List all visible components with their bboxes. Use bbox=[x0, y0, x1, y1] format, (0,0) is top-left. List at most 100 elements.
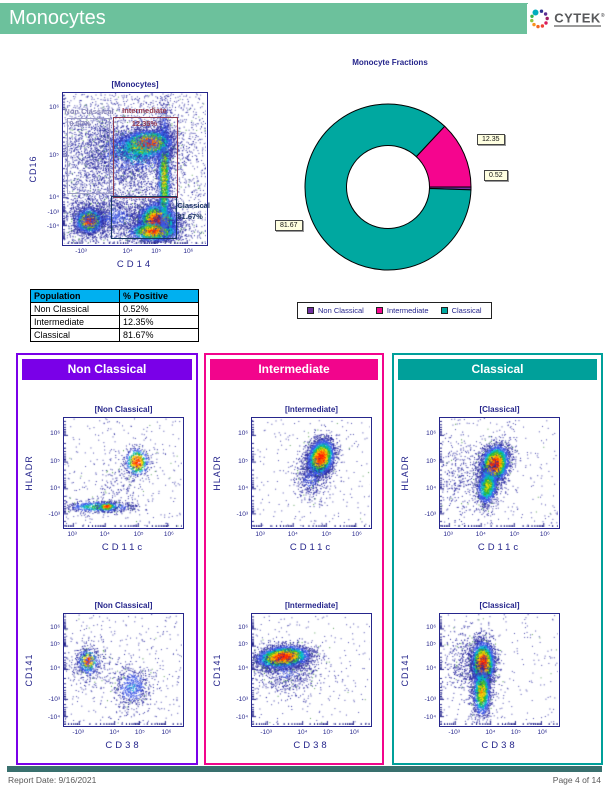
gate-name-label: Non Classical bbox=[64, 107, 114, 117]
x-axis-tick-label: -10³ bbox=[448, 729, 460, 736]
x-axis-tick-label: 10⁵ bbox=[133, 531, 144, 538]
y-axis-tick-label: -10³ bbox=[424, 511, 436, 518]
y-axis-tick-label: 10⁴ bbox=[237, 485, 248, 493]
y-axis-tick-label: 10⁵ bbox=[238, 457, 248, 465]
x-axis-tick-label: 10⁴ bbox=[485, 729, 496, 736]
cytek-logo-icon bbox=[530, 9, 550, 29]
x-axis-tick-label: 10⁵ bbox=[321, 531, 332, 538]
scatter-canvas-cl-cd38 bbox=[440, 614, 558, 725]
x-axis-tick-label: 10⁴ bbox=[99, 531, 110, 538]
plot-frame-nc-cd11c bbox=[63, 417, 184, 529]
x-axis-tick-label: 10⁴ bbox=[287, 531, 298, 538]
y-axis-tick-label: -10³ bbox=[424, 696, 436, 704]
col-header-population: Population bbox=[30, 289, 120, 303]
x-axis-label-nc-cd38: CD38 bbox=[105, 740, 142, 751]
y-axis-label-nc-cd11c: HLADR bbox=[24, 455, 34, 491]
x-axis-tick-label: 10⁶ bbox=[539, 531, 550, 538]
x-axis-tick-label: 10⁶ bbox=[183, 248, 194, 255]
x-axis-tick-label: 10⁵ bbox=[509, 531, 520, 538]
y-axis-label-nc-cd38: CD141 bbox=[24, 653, 34, 687]
pie-legend: Non Classical Intermediate Classical bbox=[297, 302, 492, 319]
y-axis-tick-label: 10⁶ bbox=[238, 430, 248, 438]
registered-mark: ® bbox=[600, 12, 605, 19]
scatter-canvas-int-cd38 bbox=[252, 614, 370, 725]
x-axis-tick-label: 10⁶ bbox=[163, 531, 174, 538]
x-axis-label-nc-cd11c: CD11c bbox=[101, 542, 146, 553]
legend-label: Classical bbox=[451, 306, 482, 315]
x-axis-tick-label: 10⁵ bbox=[151, 248, 162, 255]
pie-slice-classical bbox=[304, 103, 472, 271]
plot-title-nc-cd38: [Non Classical] bbox=[94, 601, 153, 610]
panel-header-non-classical: Non Classical bbox=[22, 359, 192, 380]
scatter-canvas-nc-cd38 bbox=[64, 614, 182, 725]
plot-title-monocytes: [Monocytes] bbox=[111, 80, 159, 89]
plot-title-cl-cd38: [Classical] bbox=[479, 601, 520, 610]
y-axis-tick-label: -10⁴ bbox=[235, 713, 248, 721]
panel-header-intermediate: Intermediate bbox=[210, 359, 378, 380]
y-axis-tick-label: 10⁵ bbox=[238, 641, 248, 649]
page-number: Page 4 of 14 bbox=[552, 775, 601, 785]
plot-frame-int-cd38 bbox=[251, 613, 372, 727]
cell-value: 12.35% bbox=[119, 315, 199, 329]
table-row-non-classical: Non Classical 0.52% bbox=[30, 302, 199, 316]
x-axis-tick-label: 10⁶ bbox=[351, 531, 362, 538]
y-axis-tick-label: -10³ bbox=[236, 511, 248, 518]
x-axis-label-cl-cd38: CD38 bbox=[481, 740, 518, 751]
y-axis-tick-label: 10⁴ bbox=[425, 665, 436, 673]
cell-value: 81.67% bbox=[119, 328, 199, 342]
y-axis-label-monocytes: CD16 bbox=[28, 155, 38, 183]
legend-swatch-intermediate bbox=[375, 307, 383, 314]
y-axis-tick-label: 10⁶ bbox=[238, 623, 248, 631]
pie-chart-title: Monocyte Fractions bbox=[352, 58, 428, 67]
y-axis-tick-label: -10³ bbox=[236, 696, 248, 704]
y-axis-tick-label: 10⁴ bbox=[425, 485, 436, 493]
y-axis-tick-label: 10⁴ bbox=[49, 485, 60, 493]
legend-item-classical: Classical bbox=[440, 306, 482, 315]
scatter-canvas-nc-cd11c bbox=[64, 418, 182, 527]
x-axis-label-monocytes: CD14 bbox=[116, 259, 154, 270]
x-axis-tick-label: 10⁴ bbox=[297, 729, 308, 736]
plot-frame-cl-cd38 bbox=[439, 613, 560, 727]
x-axis-tick-label: -10³ bbox=[260, 729, 272, 736]
y-axis-label-int-cd38: CD141 bbox=[212, 653, 222, 687]
pie-value-label-non-classical: 0.52 bbox=[484, 170, 508, 181]
y-axis-tick-label: 10⁴ bbox=[48, 194, 59, 202]
y-axis-tick-label: 10⁴ bbox=[237, 665, 248, 673]
cell-population: Intermediate bbox=[30, 315, 120, 329]
plot-title-cl-cd11c: [Classical] bbox=[479, 405, 520, 414]
y-axis-tick-label: -10⁴ bbox=[423, 713, 436, 721]
pie-value-label-intermediate: 12.35 bbox=[477, 134, 505, 145]
footer-rule bbox=[7, 766, 602, 772]
y-axis-tick-label: -10³ bbox=[47, 208, 59, 216]
cytek-logo: CYTEK® bbox=[527, 4, 605, 34]
plot-title-nc-cd11c: [Non Classical] bbox=[94, 405, 153, 414]
x-axis-tick-label: 10⁵ bbox=[322, 729, 333, 736]
scatter-canvas-int-cd11c bbox=[252, 418, 370, 527]
y-axis-tick-label: 10⁵ bbox=[49, 151, 59, 159]
x-axis-tick-label: -10³ bbox=[72, 729, 84, 736]
y-axis-tick-label: -10⁴ bbox=[46, 222, 59, 230]
x-axis-label-int-cd11c: CD11c bbox=[289, 542, 334, 553]
legend-swatch-classical bbox=[440, 307, 448, 314]
y-axis-tick-label: 10⁵ bbox=[426, 457, 436, 465]
report-date: Report Date: 9/16/2021 bbox=[8, 775, 97, 785]
monocyte-fractions-donut bbox=[304, 103, 472, 271]
plot-frame-int-cd11c bbox=[251, 417, 372, 529]
x-axis-label-int-cd38: CD38 bbox=[293, 740, 330, 751]
y-axis-tick-label: 10⁶ bbox=[49, 104, 59, 112]
plot-frame-monocytes: Non Classical 0.52% Intermediate 12.35% Clas… bbox=[62, 92, 210, 246]
plot-frame-nc-cd38 bbox=[63, 613, 184, 727]
plot-title-int-cd38: [Intermediate] bbox=[285, 601, 338, 610]
cytek-brand-block: CYTEK® bbox=[554, 10, 605, 28]
y-axis-label-cl-cd38: CD141 bbox=[400, 653, 410, 687]
x-axis-tick-label: 10⁴ bbox=[122, 248, 133, 255]
scatter-canvas-cl-cd11c bbox=[440, 418, 558, 527]
x-axis-tick-label: 10⁶ bbox=[349, 729, 360, 736]
gate-percent-label: 81.67% bbox=[177, 212, 203, 222]
brand-name: CYTEK® bbox=[554, 10, 605, 26]
y-axis-tick-label: 10⁶ bbox=[426, 623, 436, 631]
legend-label: Non Classical bbox=[318, 306, 364, 315]
y-axis-tick-label: -10⁴ bbox=[47, 713, 60, 721]
page-header: Monocytes bbox=[0, 3, 528, 34]
